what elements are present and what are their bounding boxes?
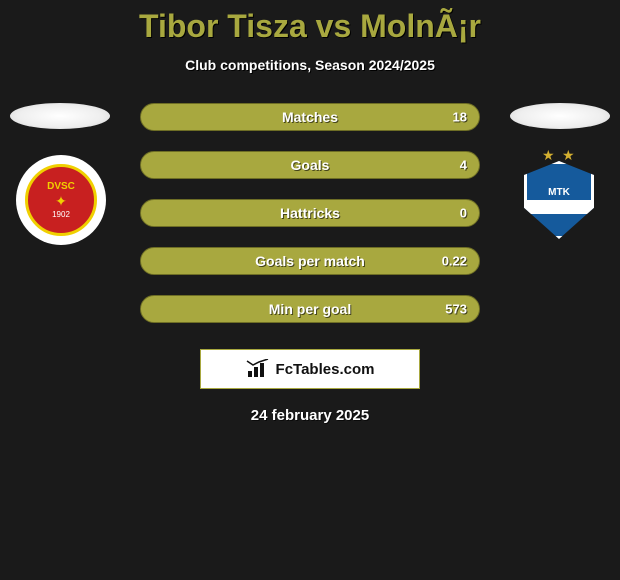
barchart-icon <box>246 359 270 379</box>
stat-bars: Matches 18 Goals 4 Hattricks 0 Goals per… <box>140 103 480 323</box>
dvsc-badge-inner: DVSC ✦ 1902 <box>25 164 97 236</box>
stat-value: 18 <box>453 110 467 125</box>
stat-bar: Hattricks 0 <box>140 199 480 227</box>
stat-value: 0 <box>460 206 467 221</box>
dvsc-year: 1902 <box>52 210 70 219</box>
bird-icon: ✦ <box>55 194 67 208</box>
site-label: FcTables.com <box>276 361 375 378</box>
stat-label: Matches <box>282 109 338 125</box>
mtk-label: MTK <box>548 187 570 198</box>
stat-value: 4 <box>460 158 467 173</box>
stat-value: 0.22 <box>442 254 467 269</box>
stat-bar: Goals per match 0.22 <box>140 247 480 275</box>
mtk-shield-body: MTK <box>524 161 594 239</box>
right-team-badge: ★ ★ MTK <box>514 155 604 245</box>
left-placeholder-ellipse <box>10 103 110 129</box>
stat-bar: Goals 4 <box>140 151 480 179</box>
stat-label: Goals per match <box>255 253 365 269</box>
star-icon: ★ <box>542 147 555 164</box>
dvsc-label: DVSC <box>47 181 75 192</box>
stat-label: Min per goal <box>269 301 351 317</box>
stat-label: Goals <box>291 157 330 173</box>
star-icon: ★ <box>562 147 575 164</box>
comparison-layout: DVSC ✦ 1902 ★ ★ MTK Matches 18 Goals 4 H… <box>0 103 620 323</box>
right-placeholder-ellipse <box>510 103 610 129</box>
stat-value: 573 <box>445 302 467 317</box>
date-label: 24 february 2025 <box>0 407 620 424</box>
subtitle: Club competitions, Season 2024/2025 <box>0 57 620 73</box>
page-title: Tibor Tisza vs MolnÃ¡r <box>0 0 620 45</box>
mtk-stripe <box>527 200 591 214</box>
mtk-shield: ★ ★ MTK <box>524 161 594 239</box>
site-badge: FcTables.com <box>200 349 420 389</box>
left-team-badge: DVSC ✦ 1902 <box>16 155 106 245</box>
stat-bar: Min per goal 573 <box>140 295 480 323</box>
stat-label: Hattricks <box>280 205 340 221</box>
stat-bar: Matches 18 <box>140 103 480 131</box>
